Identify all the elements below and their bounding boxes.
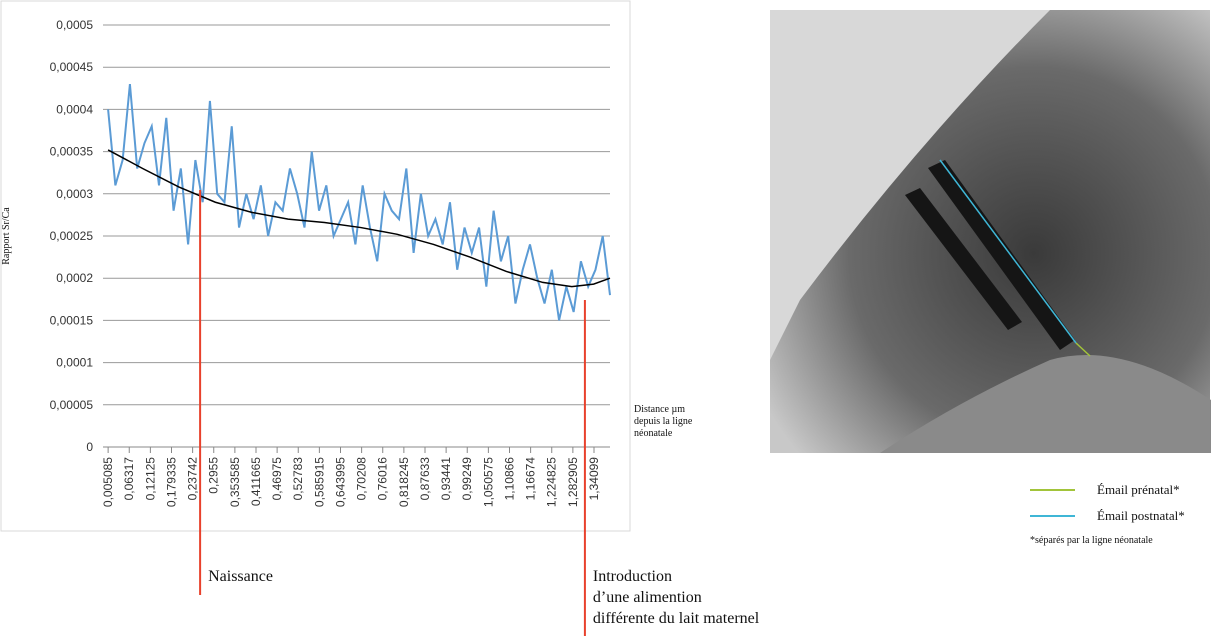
x-tick-label: 0,353585 [228, 457, 242, 507]
x-tick-label: 0,06317 [122, 457, 136, 501]
y-tick-label: 0,00025 [50, 229, 94, 243]
x-axis-label: Distance µm [634, 404, 685, 415]
x-tick-label: 1,34099 [587, 457, 601, 501]
x-tick-label: 0,99249 [460, 457, 474, 501]
x-tick-label: 0,23742 [186, 457, 200, 501]
x-tick-label: 0,643995 [333, 457, 347, 507]
y-tick-label: 0,00005 [50, 398, 94, 412]
legend-note: *séparés par la ligne néonatale [1030, 535, 1153, 546]
x-tick-label: 0,005085 [101, 457, 115, 507]
x-axis-label: depuis la ligne [634, 416, 693, 427]
y-tick-label: 0,00015 [50, 313, 94, 327]
x-tick-label: 0,76016 [376, 457, 390, 501]
x-tick-label: 0,818245 [397, 457, 411, 507]
y-tick-label: 0,0005 [56, 18, 93, 32]
x-tick-label: 0,70208 [355, 457, 369, 501]
annotation-text: différente du lait maternel [593, 610, 760, 627]
x-tick-label: 0,585915 [312, 457, 326, 507]
prenatal-line [1075, 342, 1091, 357]
chart-frame [0, 0, 631, 532]
y-tick-label: 0,00035 [50, 145, 94, 159]
annotation-text: d’une alimention [593, 589, 702, 606]
x-tick-label: 0,46975 [270, 457, 284, 501]
postnatal-line [939, 159, 1077, 344]
x-tick-label: 0,411665 [249, 457, 263, 506]
annotation-text: Introduction [593, 568, 672, 585]
x-axis-label: néonatale [634, 428, 673, 439]
x-tick-label: 0,93441 [439, 457, 453, 501]
x-tick-label: 0,12125 [143, 457, 157, 501]
x-tick-label: 0,87633 [418, 457, 432, 501]
y-tick-label: 0,00045 [50, 60, 94, 74]
x-tick-label: 1,10866 [502, 457, 516, 501]
x-tick-label: 0,2955 [207, 457, 221, 494]
x-tick-label: 1,16674 [524, 457, 538, 501]
y-tick-label: 0 [86, 440, 93, 454]
x-tick-label: 1,224825 [545, 457, 559, 507]
x-tick-label: 1,282905 [566, 457, 580, 507]
x-tick-label: 1,050575 [481, 457, 495, 507]
y-tick-label: 0,0003 [56, 187, 93, 201]
legend-label: Émail postnatal* [1097, 508, 1185, 523]
micrograph [770, 10, 1211, 453]
x-tick-label: 0,52783 [291, 457, 305, 501]
legend-label: Émail prénatal* [1097, 482, 1180, 497]
y-tick-label: 0,0004 [56, 102, 93, 116]
series-line [107, 83, 611, 321]
y-axis-label: Rapport Sr/Ca [1, 207, 12, 265]
series-line [107, 149, 611, 288]
annotation-text: Naissance [208, 568, 273, 585]
y-tick-label: 0,0002 [56, 271, 93, 285]
y-tick-label: 0,0001 [56, 356, 93, 370]
x-tick-label: 0,179335 [164, 457, 178, 507]
